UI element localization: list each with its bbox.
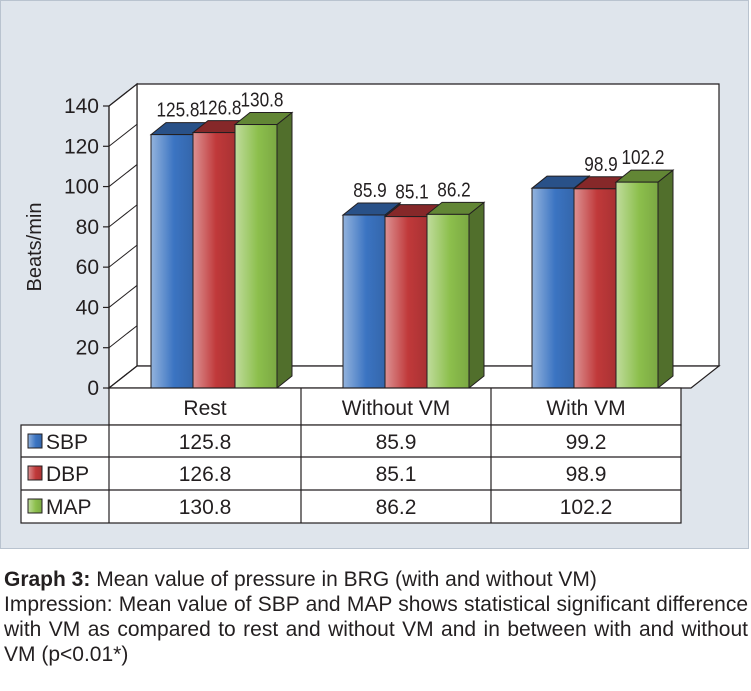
- figure-panel: 0 20 40 60 80 100 120 140 Beats/min 125.8 126.8 13…: [0, 0, 749, 549]
- bar-data-label: 98.9: [584, 153, 617, 176]
- bar-front: [531, 187, 575, 389]
- y-tick-label: 40: [76, 296, 99, 319]
- y-tick-depth: [108, 244, 138, 268]
- y-tick-depth: [108, 204, 138, 228]
- table-cell: 126.8: [179, 463, 232, 486]
- bar-data-label: 102.2: [621, 146, 664, 169]
- y-axis-label: Beats/min: [24, 203, 46, 292]
- y-tick-depth: [108, 285, 138, 308]
- y-tick-depth: [108, 123, 138, 147]
- y-tick-depth: [108, 325, 138, 349]
- caption-line1: Mean value of pressure in BRG (with and …: [96, 568, 597, 591]
- table-cell: 125.8: [179, 431, 232, 454]
- table-body: [20, 424, 682, 524]
- bar-data-label: 126.8: [198, 96, 241, 119]
- table-cell: 86.2: [376, 496, 417, 519]
- bar-map: [614, 169, 675, 390]
- table-cell: 99.2: [566, 431, 607, 454]
- table-cell: 130.8: [179, 496, 232, 519]
- bar-map: [425, 201, 486, 390]
- table-category-header: Without VM: [342, 397, 451, 420]
- legend-label: DBP: [46, 463, 89, 486]
- table-category-header: Rest: [183, 397, 226, 420]
- bar-data-label: 125.8: [156, 98, 199, 121]
- chart-side-wall: [108, 82, 138, 390]
- caption-lead: Graph 3:: [4, 568, 91, 591]
- bar-data-label: 85.1: [395, 180, 428, 203]
- bar-front: [615, 181, 659, 389]
- bar-front: [192, 132, 236, 389]
- bar-data-label: 86.2: [437, 178, 470, 201]
- y-tick-label: 0: [87, 377, 99, 400]
- table-header-row: [108, 387, 682, 426]
- legend-label: SBP: [46, 431, 88, 454]
- bar-front: [573, 188, 617, 389]
- y-tick-depth: [108, 365, 138, 389]
- legend-label: MAP: [46, 496, 92, 519]
- bar-side: [657, 169, 674, 390]
- bar-front: [150, 134, 194, 389]
- bar-front: [384, 216, 428, 389]
- caption-body: Impression: Mean value of SBP and MAP sh…: [4, 593, 748, 666]
- bar-data-label: 85.9: [353, 179, 386, 202]
- legend-swatch-sbp: [27, 433, 43, 449]
- bar-front: [342, 214, 386, 389]
- y-tick-label: 120: [64, 135, 99, 158]
- table-cell: 85.9: [376, 431, 417, 454]
- table-cell: 102.2: [560, 496, 613, 519]
- y-tick-depth: [108, 164, 138, 187]
- figure-caption: Graph 3: Mean value of pressure in BRG (…: [4, 567, 748, 667]
- y-tick-label: 100: [64, 176, 99, 199]
- legend-swatch-map: [27, 498, 43, 514]
- bar-map: [233, 111, 294, 390]
- bar-side: [276, 111, 293, 390]
- table-cell: 98.9: [566, 463, 607, 486]
- y-tick-label: 60: [76, 256, 99, 279]
- table-category-header: With VM: [546, 397, 625, 420]
- bar-side: [468, 201, 485, 390]
- legend-swatch-dbp: [27, 465, 43, 481]
- y-tick-depth: [108, 83, 138, 107]
- y-tick-label: 20: [76, 337, 99, 360]
- y-tick-label: 140: [64, 95, 99, 118]
- y-tick-label: 80: [76, 216, 99, 239]
- bar-front: [426, 213, 470, 389]
- bar-front: [234, 124, 278, 389]
- table-cell: 85.1: [376, 463, 417, 486]
- bar-data-label: 130.8: [240, 88, 283, 111]
